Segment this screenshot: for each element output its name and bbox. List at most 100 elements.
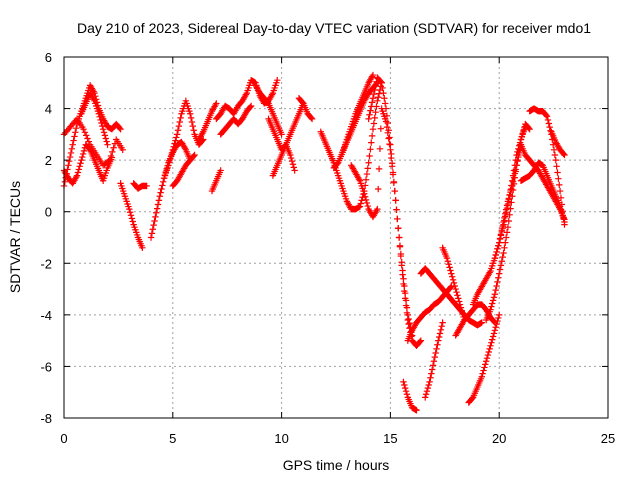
data-point (368, 103, 375, 110)
data-point (403, 309, 411, 316)
data-point (369, 126, 377, 133)
data-point (453, 288, 460, 296)
data-point (553, 163, 560, 170)
data-point (364, 165, 371, 172)
data-point (176, 118, 183, 126)
data-point (501, 244, 508, 252)
data-point (171, 140, 178, 147)
data-point (509, 182, 516, 190)
data-point (377, 125, 385, 132)
data-point (558, 209, 566, 216)
data-point (552, 156, 559, 164)
data-point (501, 214, 508, 222)
data-point (424, 384, 432, 392)
data-point (427, 374, 434, 381)
data-point (486, 345, 493, 353)
data-point (375, 94, 382, 101)
data-point (157, 189, 164, 196)
data-point (147, 234, 155, 241)
series-arc-18 (317, 79, 385, 213)
data-point (372, 82, 379, 90)
data-point (445, 261, 452, 268)
data-point (545, 120, 553, 127)
data-point (449, 276, 457, 283)
data-point (174, 127, 182, 134)
data-point (550, 146, 558, 154)
data-point (72, 124, 80, 132)
data-point (79, 150, 87, 158)
data-point (148, 230, 156, 237)
data-point (370, 120, 378, 127)
series-arc-29 (465, 311, 503, 406)
data-point (377, 78, 385, 85)
data-point (487, 342, 494, 349)
data-point (485, 348, 492, 356)
data-point (495, 274, 502, 281)
data-point (384, 119, 391, 127)
series-arc-22 (365, 74, 425, 349)
data-point (493, 248, 500, 256)
data-point (97, 116, 104, 124)
data-point (498, 227, 506, 234)
data-point (503, 202, 511, 209)
data-point (543, 112, 550, 119)
data-point (443, 254, 451, 262)
data-point (505, 195, 512, 202)
data-point (401, 295, 409, 302)
data-point (556, 187, 564, 195)
series-arc-25 (422, 319, 446, 401)
data-point (494, 245, 501, 253)
x-axis-label: GPS time / hours (283, 457, 390, 473)
data-point (416, 338, 424, 345)
data-point (483, 354, 491, 362)
data-point (385, 135, 392, 142)
series-arc-6 (130, 180, 150, 192)
data-point (451, 282, 459, 290)
data-point (509, 178, 517, 186)
data-point (503, 229, 511, 236)
data-point (85, 138, 93, 145)
data-point (495, 242, 502, 249)
data-point (435, 333, 443, 341)
data-point (139, 244, 146, 252)
data-point (128, 215, 136, 222)
data-point (448, 270, 455, 277)
data-point (390, 178, 398, 186)
data-point (447, 267, 454, 274)
data-point (496, 311, 503, 319)
data-point (103, 138, 110, 145)
data-point (109, 148, 116, 156)
data-point (489, 297, 497, 304)
data-point (556, 203, 564, 210)
data-point (187, 110, 194, 117)
series-arc-11 (208, 167, 224, 195)
data-point (69, 141, 76, 148)
data-point (129, 218, 136, 225)
series-arc-13 (217, 102, 255, 138)
data-point (381, 95, 388, 102)
data-point (429, 362, 437, 369)
data-point (70, 137, 77, 144)
data-point (356, 203, 364, 210)
data-point (119, 146, 126, 154)
data-point (80, 147, 88, 155)
data-point (555, 175, 562, 182)
data-point (79, 153, 86, 161)
data-point (392, 197, 399, 204)
data-point (525, 124, 532, 132)
data-point (308, 115, 316, 123)
data-point (191, 151, 198, 159)
data-point (488, 303, 495, 310)
data-point (98, 119, 105, 127)
series-arc-34 (517, 141, 568, 223)
data-point (436, 330, 444, 337)
data-point (375, 185, 382, 193)
data-point (287, 154, 295, 162)
data-point (165, 162, 172, 169)
data-point (497, 231, 505, 238)
data-point (379, 84, 386, 92)
data-point (166, 155, 174, 163)
data-point (395, 234, 403, 241)
data-point (167, 152, 175, 160)
data-point (446, 264, 453, 271)
